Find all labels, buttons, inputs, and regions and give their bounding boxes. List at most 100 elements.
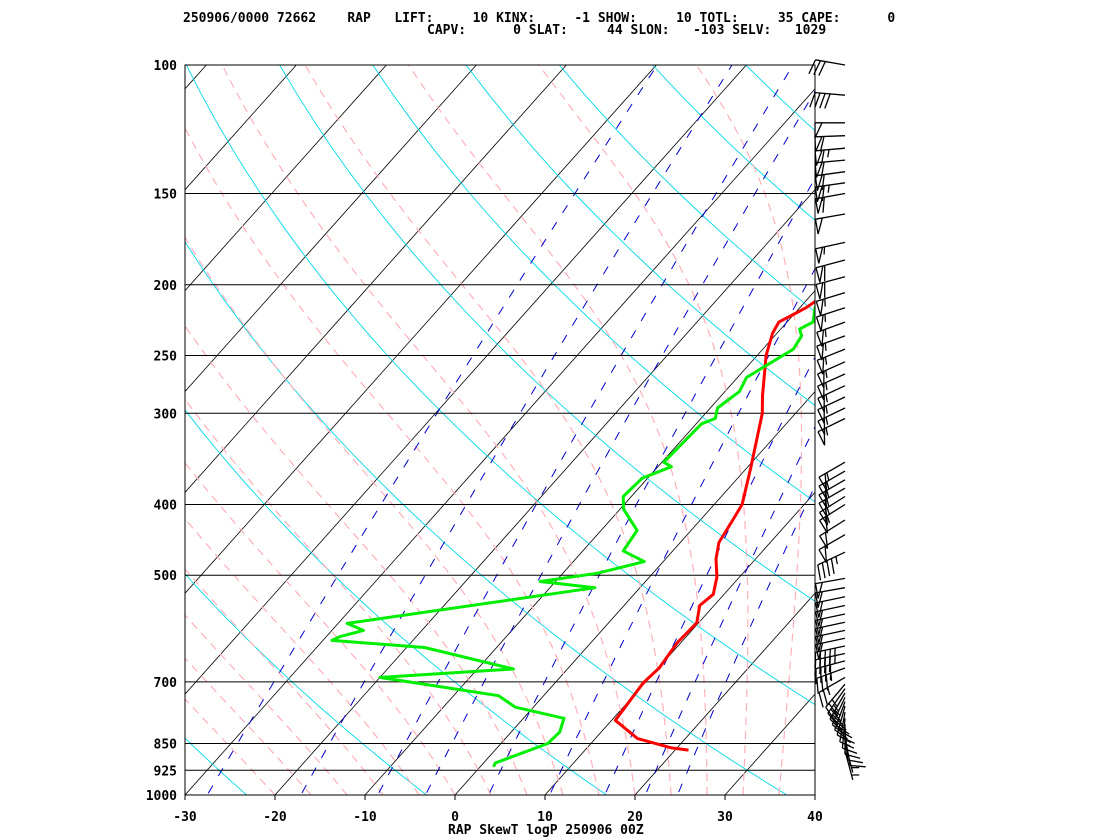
wind-barb — [815, 259, 846, 283]
isotherm-line — [544, 491, 815, 795]
isotherm-line — [634, 592, 815, 795]
dry-adiabat-line — [185, 737, 248, 795]
isotherm-line — [0, 32, 146, 811]
isotherm-line — [185, 65, 477, 393]
mixing-ratio-line — [300, 65, 733, 795]
moist-adiabat-line — [185, 398, 492, 795]
mixing-ratio-line — [206, 65, 658, 795]
wind-barb — [817, 417, 846, 446]
wind-barb — [814, 587, 846, 608]
pressure-tick-labels: 100 150 200 250 300 400 500 700 850 925 1000 — [146, 59, 177, 804]
wind-barb — [814, 577, 846, 599]
chart-footer: RAP SkewT logP 250906 00Z — [448, 823, 644, 838]
pressure-tick-label: 400 — [154, 499, 178, 514]
dry-adiabat-line — [279, 65, 815, 602]
temperature-tick-label: -30 — [173, 810, 197, 825]
dry-adiabat-line — [185, 573, 428, 795]
pressure-gridlines — [185, 64, 815, 796]
pressure-tick-label: 1000 — [146, 789, 177, 804]
temperature-tick-label: 20 — [627, 810, 643, 825]
moist-adiabat-line — [408, 65, 708, 795]
isotherm-line — [185, 65, 567, 493]
isotherm-line — [454, 390, 815, 795]
mixing-ratio-line — [604, 355, 815, 795]
wind-barb — [815, 613, 846, 636]
wind-barb — [814, 171, 846, 191]
dry-adiabat-line — [745, 65, 815, 132]
wind-barb — [818, 461, 846, 491]
moist-adiabat-line — [538, 65, 749, 795]
isotherm-line — [274, 189, 815, 795]
dry-adiabat-line — [894, 32, 1120, 811]
mixing-ratio-line — [487, 177, 815, 795]
wind-barb — [827, 688, 846, 726]
wind-barb — [818, 534, 846, 564]
isotherm-line — [185, 65, 297, 191]
moist-adiabat-line — [185, 568, 384, 795]
moist-adiabat-line — [185, 461, 456, 795]
wind-barb — [814, 213, 846, 235]
wind-barb — [815, 241, 846, 264]
wind-barb — [817, 407, 846, 435]
wind-barb — [816, 348, 846, 375]
pressure-tick-label: 150 — [154, 188, 178, 203]
temperature-profile-line — [613, 299, 815, 752]
isotherm-line — [185, 65, 387, 292]
wind-barb — [819, 519, 846, 549]
wind-barb — [825, 683, 846, 721]
isotherm-line — [814, 794, 815, 795]
sounding-profiles — [330, 299, 815, 768]
plot-frame — [184, 64, 816, 796]
mixing-ratio-line — [549, 267, 815, 795]
wind-barbs — [808, 59, 866, 780]
temperature-tick-labels: -30 -20 -10 0 10 20 30 40 — [173, 795, 823, 825]
isotherm-line — [364, 290, 815, 795]
wind-barb — [815, 276, 846, 300]
dry-adiabat-line — [465, 65, 815, 406]
temperature-tick-label: 30 — [717, 810, 733, 825]
isotherm-line — [185, 88, 815, 795]
wind-barb — [815, 660, 846, 685]
header-line-2: CAPV: 0 SLAT: 44 SLON: -103 SELV: 1029 — [427, 23, 826, 38]
wind-barb — [819, 503, 846, 534]
pressure-tick-label: 250 — [154, 349, 178, 364]
wind-barb — [817, 551, 846, 581]
wind-barb — [814, 147, 846, 166]
dry-adiabat-line — [804, 32, 1120, 811]
wind-barb — [844, 750, 860, 780]
dry-adiabat-line — [185, 65, 815, 706]
pressure-tick-label: 850 — [154, 737, 178, 752]
wind-barb — [815, 604, 846, 627]
mixing-ratio-line — [424, 90, 815, 795]
temperature-tick-label: 10 — [537, 810, 553, 825]
temperature-tick-label: 0 — [451, 810, 459, 825]
wind-barb — [814, 652, 846, 676]
pressure-tick-label: 700 — [154, 676, 178, 691]
pressure-tick-label: 925 — [154, 764, 177, 779]
wind-barb — [816, 321, 846, 347]
isotherm-line — [185, 65, 747, 695]
isotherm-line — [185, 65, 657, 594]
wind-barb — [815, 596, 846, 618]
wind-barb — [816, 667, 846, 694]
pressure-tick-label: 500 — [154, 569, 178, 584]
moist-adiabat-line — [185, 517, 420, 795]
dry-adiabat-line — [372, 65, 815, 503]
moist-adiabat-line — [185, 698, 276, 795]
mixing-ratio-line — [644, 425, 815, 795]
wind-barb — [815, 621, 846, 644]
pressure-tick-label: 300 — [154, 407, 178, 422]
wind-barb — [818, 676, 846, 708]
isotherm-line — [0, 32, 56, 811]
wind-barb — [844, 743, 860, 773]
pressure-tick-label: 100 — [154, 59, 178, 74]
header-line-1: 250906/0000 72662 RAP LIFT: 10 KINX: -1 … — [183, 11, 895, 26]
mixing-ratio-line — [676, 484, 815, 795]
temperature-tick-label: -10 — [353, 810, 377, 825]
wind-barb — [814, 182, 846, 202]
dry-adiabat-line — [651, 65, 815, 221]
wind-barb — [814, 192, 846, 214]
wind-barb — [829, 692, 846, 731]
isotherm-line — [185, 65, 207, 90]
